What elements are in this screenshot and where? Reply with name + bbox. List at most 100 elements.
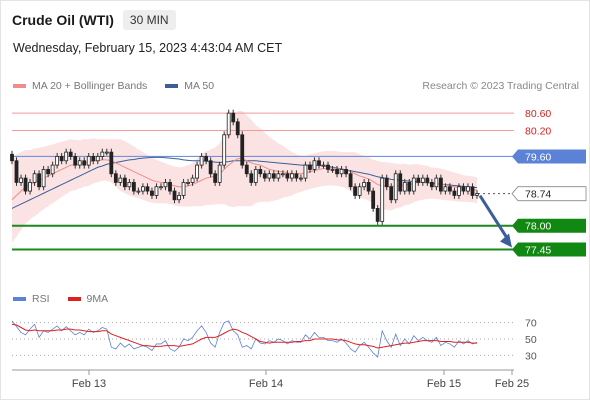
candle-body [330,169,335,171]
candle-body [344,169,348,175]
candle-body [258,169,263,175]
candle-body [14,160,19,183]
candle-body [82,160,87,166]
candle-body [271,173,276,179]
candle-body [77,160,82,166]
candle-body [100,151,105,157]
legend-ma20: MA 20 + Bollinger Bands [13,80,147,92]
candle-body [398,173,403,192]
candle-body [335,169,339,175]
candle-body [55,156,60,166]
candle-body [475,193,479,196]
candle-body [416,177,421,183]
candle-body [109,151,114,175]
candle-body [371,190,376,209]
candle-body [145,186,150,192]
candle-body [244,164,249,175]
candle-body [375,207,380,222]
candle-body [249,173,254,183]
legend-ma50-label: MA 50 [184,80,215,92]
ma9-line [11,323,477,349]
candle-body [118,177,123,183]
candle-body [438,177,443,192]
level-label-2: 79.60 [525,151,551,163]
candle-body [411,177,416,192]
candle-body [131,182,136,192]
candle-body [37,173,41,188]
instrument-title: Crude Oil (WTI) [12,12,114,28]
forecast-arrow [478,194,510,241]
candle-body [429,182,434,188]
candle-body [393,173,398,201]
candle-body [50,164,55,175]
level-label-1: 80.20 [525,125,551,137]
candle-body [213,173,218,183]
candle-body [290,173,294,179]
candle-body [380,177,385,222]
candle-body [150,190,154,196]
candle-body [222,134,227,166]
candle-body [95,156,100,162]
level-tag-5 [512,242,586,257]
level-label-3: 78.74 [525,189,551,201]
candle-body [73,156,78,166]
candle-body [28,182,32,192]
candle-body [357,186,362,196]
x-tick-label-0: Feb 13 [72,378,106,390]
candle-body [253,169,258,183]
candle-body [68,151,73,157]
candle-body [46,169,51,175]
timeframe-badge[interactable]: 30 MIN [122,10,176,30]
candle-body [443,186,448,192]
candle-body [434,177,439,188]
candle-body [41,169,46,188]
candle-body [122,177,127,188]
candle-body [299,177,303,180]
candle-body [226,112,231,136]
ma9-swatch [67,297,81,301]
candle-body [362,182,367,188]
candle-body [204,156,209,162]
candle-body [457,186,461,196]
candle-body [461,186,466,192]
x-tick-label-1: Feb 14 [249,378,283,390]
candle-body [190,177,195,183]
candle-body [195,164,199,179]
candle-body [163,182,168,188]
candle-body [172,190,177,201]
candle-body [466,186,470,192]
candle-body [159,186,163,189]
level-label-5: 77.45 [525,245,551,257]
candle-body [280,173,285,176]
candle-body [59,156,64,162]
candle-body [186,182,190,184]
candle-body [113,173,118,183]
rsi-tick-2: 30 [525,350,537,362]
candle-body [208,160,213,175]
candle-body [240,134,245,166]
candle-body [312,160,317,170]
candle-body [10,153,14,162]
candle-body [154,186,159,196]
ma50-swatch [165,84,179,88]
candle-body [262,173,267,179]
candle-body [470,186,475,196]
candle-body [326,164,330,170]
legend-rsi-label: RSI [32,293,50,305]
level-label-4: 78.00 [525,221,551,233]
candle-body [339,169,344,175]
candle-body [231,112,236,123]
level-tag-4 [512,218,586,233]
candle-body [127,182,132,188]
candle-body [425,177,430,183]
candle-body [86,156,91,166]
candle-body [407,182,412,192]
level-label-0: 80.60 [525,108,551,120]
candle-body [402,182,407,192]
candle-body [23,177,28,192]
candle-body [19,177,23,183]
x-tick-label-3: Feb 25 [495,378,529,390]
indicator-legend: RSI 9MA [13,293,126,305]
legend-ma9: 9MA [67,293,108,305]
